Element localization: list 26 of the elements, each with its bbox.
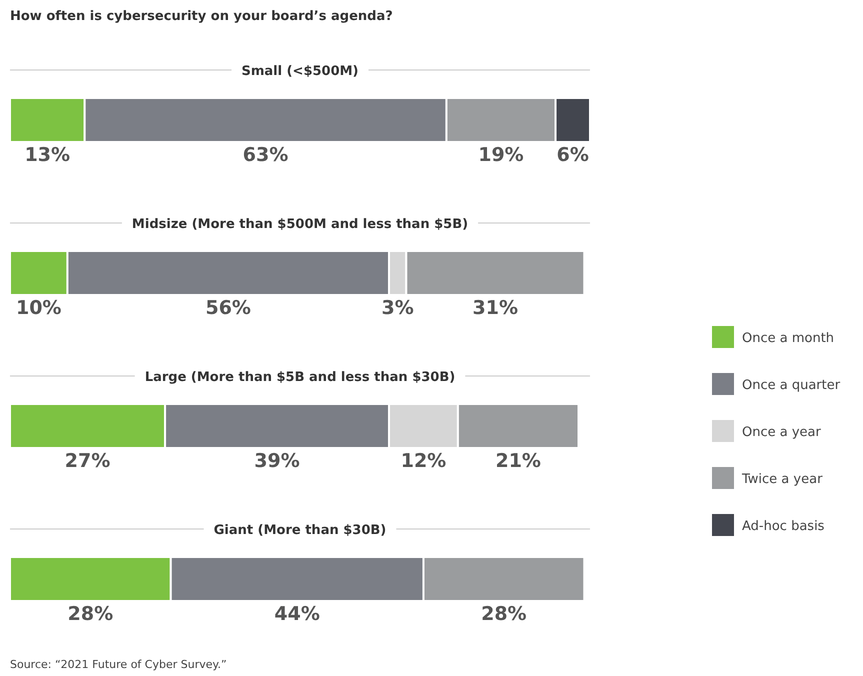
data-label: 6%	[556, 144, 589, 166]
data-label: 19%	[478, 144, 524, 166]
data-label: 27%	[64, 450, 110, 472]
data-label: 3%	[381, 297, 414, 319]
data-label: 31%	[472, 297, 518, 319]
y-tick-label: Midsize (More than $500M and less than $5B)	[132, 217, 468, 232]
data-label: 44%	[274, 603, 320, 625]
source-note: Source: “2021 Future of Cyber Survey.”	[10, 658, 227, 671]
legend-label: Once a quarter	[742, 378, 841, 393]
y-tick-label: Large (More than $5B and less than $30B)	[144, 370, 456, 385]
data-label: 10%	[16, 297, 62, 319]
legend-label: Ad-hoc basis	[742, 519, 825, 534]
legend-label: Once a year	[742, 425, 822, 440]
data-label: 12%	[400, 450, 446, 472]
legend-label: Twice a year	[741, 472, 824, 487]
data-label: 39%	[254, 450, 300, 472]
text: How often is cybersecurity on your board’s agenda?	[10, 9, 393, 24]
y-tick-label: Giant (More than $30B)	[214, 523, 386, 538]
data-label: 28%	[481, 603, 527, 625]
data-label: 21%	[495, 450, 541, 472]
data-label: 56%	[205, 297, 251, 319]
data-label: 28%	[68, 603, 114, 625]
data-label: 13%	[24, 144, 70, 166]
y-tick-label: Small (<$500M)	[241, 64, 359, 79]
data-label: 63%	[242, 144, 288, 166]
legend-label: Once a month	[742, 331, 834, 346]
